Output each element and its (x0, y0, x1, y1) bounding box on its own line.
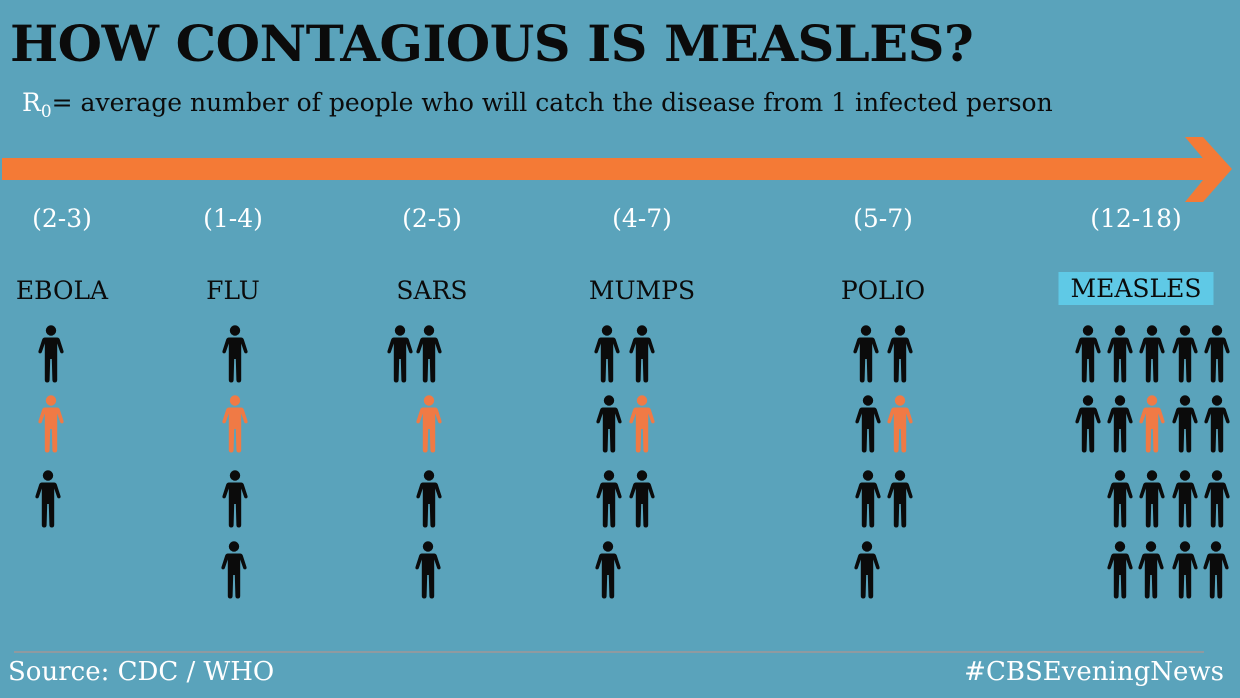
person-icon (1107, 325, 1133, 383)
infected-person-icon (1139, 395, 1165, 453)
r0-range-sars: (2-5) (402, 204, 462, 233)
r0-range-flu: (1-4) (203, 204, 263, 233)
page-title: HOW CONTAGIOUS IS MEASLES? (10, 14, 974, 73)
person-icon (1075, 325, 1101, 383)
person-icon (596, 470, 622, 528)
person-icon (415, 541, 441, 599)
person-icon (416, 470, 442, 528)
source-credit: Source: CDC / WHO (8, 657, 275, 687)
disease-label-flu: FLU (206, 276, 260, 305)
infected-person-icon (38, 395, 64, 453)
footer-divider (14, 651, 1204, 653)
r0-range-polio: (5-7) (853, 204, 913, 233)
hashtag: #CBSEveningNews (964, 657, 1224, 687)
arrow-head (1185, 137, 1232, 202)
person-icon (887, 470, 913, 528)
r0-range-mumps: (4-7) (612, 204, 672, 233)
disease-label-mumps: MUMPS (588, 276, 696, 305)
infected-person-icon (416, 395, 442, 453)
person-icon (1107, 395, 1133, 453)
person-icon (1107, 470, 1133, 528)
person-icon (596, 395, 622, 453)
disease-label-sars: SARS (396, 276, 468, 305)
person-icon (595, 541, 621, 599)
person-icon (416, 325, 442, 383)
person-icon (35, 470, 61, 528)
person-icon (1203, 541, 1229, 599)
person-icon (1172, 395, 1198, 453)
person-icon (1139, 325, 1165, 383)
person-icon (1172, 325, 1198, 383)
person-icon (854, 541, 880, 599)
person-icon (221, 541, 247, 599)
person-icon (594, 325, 620, 383)
r0-range-measles: (12-18) (1090, 204, 1182, 233)
person-icon (1075, 395, 1101, 453)
person-icon (1107, 541, 1133, 599)
person-icon (1138, 541, 1164, 599)
person-icon (1204, 395, 1230, 453)
person-icon (1204, 325, 1230, 383)
person-icon (887, 325, 913, 383)
infected-person-icon (887, 395, 913, 453)
arrow-shaft (2, 158, 1212, 180)
arrow-icon (2, 137, 1232, 202)
r0-definition: R0= average number of people who will ca… (22, 88, 1053, 122)
person-icon (629, 470, 655, 528)
infected-person-icon (222, 395, 248, 453)
person-icon (38, 325, 64, 383)
person-icon (855, 470, 881, 528)
person-icon (1172, 470, 1198, 528)
person-icon (222, 325, 248, 383)
r0-range-ebola: (2-3) (32, 204, 92, 233)
person-icon (222, 470, 248, 528)
r0-symbol: R0 (22, 88, 52, 122)
person-icon (855, 395, 881, 453)
person-icon (853, 325, 879, 383)
person-icon (629, 325, 655, 383)
disease-label-polio: POLIO (840, 276, 926, 305)
person-icon (1172, 541, 1198, 599)
disease-label-ebola: EBOLA (15, 276, 109, 305)
person-icon (387, 325, 413, 383)
r0-definition-text: = average number of people who will catc… (51, 88, 1053, 117)
person-icon (1139, 470, 1165, 528)
disease-label-measles: MEASLES (1058, 272, 1214, 305)
person-icon (1204, 470, 1230, 528)
infected-person-icon (629, 395, 655, 453)
